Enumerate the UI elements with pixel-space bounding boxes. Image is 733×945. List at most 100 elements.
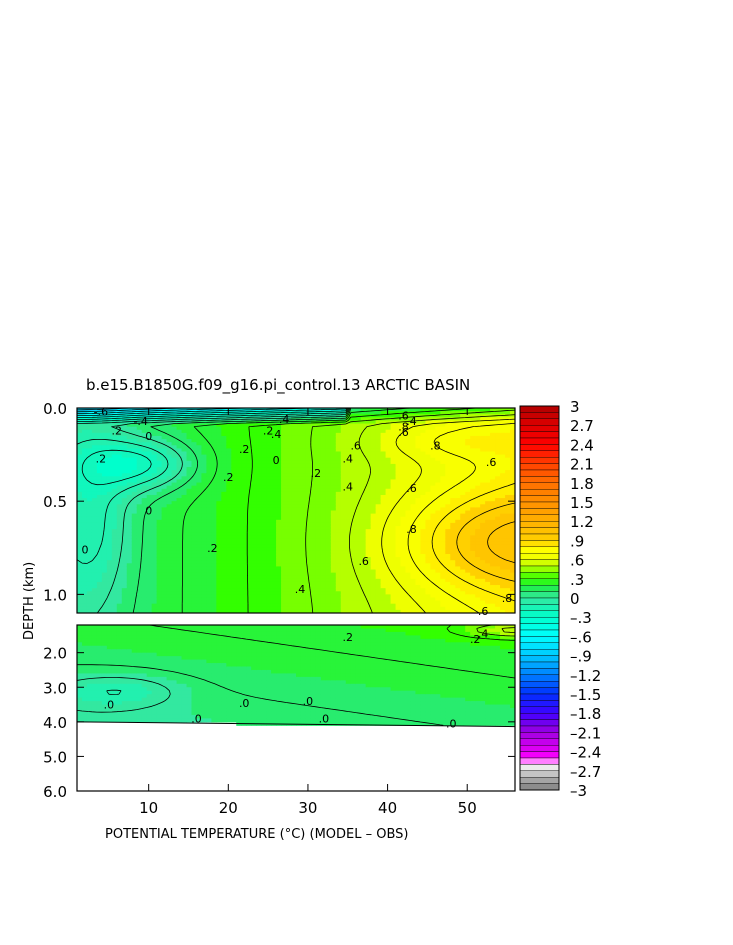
heatmap-cell <box>241 538 247 543</box>
heatmap-cell <box>231 494 237 499</box>
heatmap-cell <box>380 557 387 561</box>
heatmap-cell <box>116 504 123 508</box>
heatmap-cell <box>320 575 327 580</box>
heatmap-cell <box>276 429 282 434</box>
heatmap-cell <box>206 603 212 608</box>
heatmap-cell <box>246 485 252 490</box>
heatmap-cell <box>156 600 163 605</box>
heatmap-cell <box>286 435 292 440</box>
heatmap-cell <box>111 535 118 540</box>
heatmap-cell <box>276 538 282 543</box>
heatmap-cell <box>375 513 382 518</box>
heatmap-cell <box>430 439 436 443</box>
heatmap-cell <box>191 588 198 592</box>
heatmap-cell <box>101 501 108 505</box>
heatmap-cell <box>181 572 188 577</box>
heatmap-cell <box>236 588 242 592</box>
heatmap-cell <box>271 510 277 515</box>
heatmap-cell <box>305 463 312 468</box>
heatmap-cell <box>96 451 103 456</box>
heatmap-cell <box>315 485 322 490</box>
heatmap-cell <box>291 507 297 512</box>
heatmap-cell <box>291 417 297 422</box>
heatmap-cell <box>96 491 103 496</box>
heatmap-cell <box>296 432 302 437</box>
heatmap-cell <box>251 494 257 499</box>
heatmap-cell <box>296 429 302 434</box>
heatmap-cell <box>320 588 327 592</box>
heatmap-cell <box>276 569 282 574</box>
heatmap-cell <box>116 538 123 543</box>
heatmap-cell <box>320 547 327 552</box>
heatmap-cell <box>221 557 227 561</box>
heatmap-cell <box>410 581 417 586</box>
heatmap-cell <box>445 476 451 481</box>
heatmap-cell <box>291 597 297 602</box>
heatmap-cell <box>101 432 108 437</box>
heatmap-cell <box>286 535 292 540</box>
heatmap-cell <box>420 457 427 462</box>
heatmap-cell <box>246 473 252 477</box>
heatmap-cell <box>226 482 232 487</box>
heatmap-cell <box>430 541 436 546</box>
heatmap-cell <box>320 609 327 613</box>
heatmap-cell <box>300 491 307 496</box>
heatmap-cell <box>186 470 193 474</box>
heatmap-cell <box>156 581 163 586</box>
heatmap-cell <box>186 588 193 592</box>
heatmap-cell <box>271 550 277 555</box>
heatmap-cell <box>291 516 297 521</box>
heatmap-cell <box>101 603 108 608</box>
heatmap-cell <box>111 498 118 502</box>
heatmap-cell <box>281 603 287 608</box>
heatmap-cell <box>161 544 168 549</box>
heatmap-cell <box>116 460 123 465</box>
heatmap-cell <box>271 597 277 602</box>
heatmap-cell <box>440 526 446 530</box>
heatmap-cell <box>211 560 217 564</box>
heatmap-cell <box>340 522 347 527</box>
heatmap-cell <box>440 609 446 613</box>
heatmap-cell <box>241 513 247 518</box>
heatmap-cell <box>186 538 193 543</box>
heatmap-cell <box>370 457 377 462</box>
heatmap-cell <box>91 544 98 549</box>
heatmap-cell <box>325 566 332 571</box>
heatmap-cell <box>86 606 93 611</box>
heatmap-cell <box>296 454 302 459</box>
heatmap-cell <box>310 494 317 499</box>
heatmap-cell <box>141 485 148 490</box>
heatmap-cell <box>111 510 118 515</box>
heatmap-cell <box>121 417 128 422</box>
heatmap-cell <box>146 594 153 599</box>
heatmap-cell <box>355 569 362 574</box>
heatmap-cell <box>161 606 168 611</box>
heatmap-cell <box>261 488 267 493</box>
heatmap-cell <box>246 414 252 418</box>
heatmap-cell <box>251 594 257 599</box>
heatmap-cell <box>300 435 307 440</box>
heatmap-cell <box>360 578 367 583</box>
heatmap-cell <box>171 603 178 608</box>
heatmap-cell <box>116 491 123 496</box>
heatmap-cell <box>146 448 153 453</box>
heatmap-cell <box>415 504 422 508</box>
heatmap-cell <box>191 553 198 558</box>
heatmap-cell <box>251 429 257 434</box>
heatmap-cell <box>226 417 232 422</box>
heatmap-cell <box>176 513 183 518</box>
heatmap-cell <box>350 467 357 471</box>
heatmap-cell <box>281 532 287 536</box>
heatmap-cell <box>151 560 158 564</box>
heatmap-cell <box>305 411 312 415</box>
heatmap-cell <box>256 507 262 512</box>
heatmap-cell <box>186 553 193 558</box>
heatmap-cell <box>181 435 188 440</box>
heatmap-cell <box>440 522 446 527</box>
heatmap-cell <box>101 448 108 453</box>
heatmap-cell <box>345 569 352 574</box>
heatmap-cell <box>231 538 237 543</box>
heatmap-cell <box>291 569 297 574</box>
heatmap-cell <box>206 513 212 518</box>
heatmap-cell <box>196 519 203 524</box>
